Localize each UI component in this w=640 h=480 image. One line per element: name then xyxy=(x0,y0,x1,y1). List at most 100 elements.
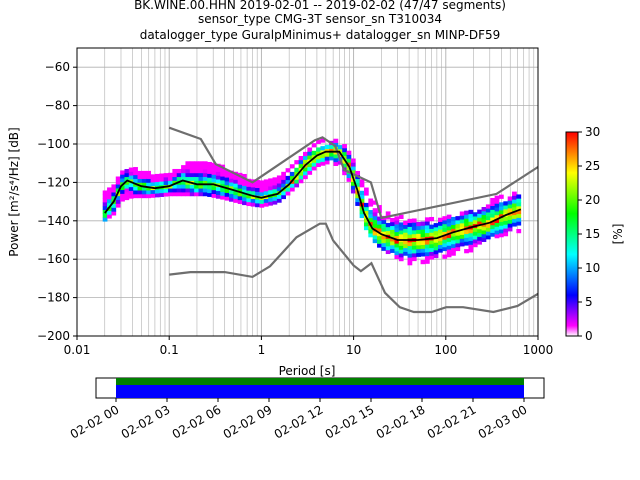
density-cell xyxy=(211,174,217,179)
density-cell xyxy=(498,206,504,211)
y-tick-label: −140 xyxy=(37,214,70,228)
density-cell xyxy=(102,217,108,222)
density-cell xyxy=(194,172,199,178)
density-cell xyxy=(242,181,247,186)
density-cell xyxy=(429,240,435,245)
density-cell xyxy=(433,238,439,243)
density-cell xyxy=(494,218,500,223)
density-cell xyxy=(411,249,417,254)
density-cell xyxy=(268,178,273,183)
density-cell xyxy=(215,190,221,195)
density-cell xyxy=(246,190,252,195)
density-cell xyxy=(446,241,452,246)
density-cell xyxy=(381,235,387,240)
y-tick-label: −60 xyxy=(45,60,70,74)
density-cell xyxy=(498,229,504,234)
density-cell xyxy=(407,249,413,254)
density-cell xyxy=(424,240,430,245)
density-cell xyxy=(237,199,243,204)
density-cell xyxy=(494,211,500,216)
density-cell xyxy=(115,195,121,200)
density-cell xyxy=(477,240,482,245)
colorbar-tick-label: 0 xyxy=(585,329,593,343)
density-cell xyxy=(446,233,452,239)
density-cell xyxy=(307,147,313,152)
density-cell xyxy=(503,220,509,225)
density-cell xyxy=(455,242,461,248)
density-cell xyxy=(259,203,265,208)
density-cell xyxy=(298,159,304,165)
density-cell xyxy=(198,176,204,181)
density-cell xyxy=(168,176,173,181)
density-cell xyxy=(429,255,435,260)
density-cell xyxy=(268,182,273,187)
density-cell xyxy=(194,165,199,170)
density-cell xyxy=(311,143,317,148)
density-cell xyxy=(255,179,260,185)
density-cell xyxy=(464,229,469,235)
density-cell xyxy=(228,174,234,179)
density-cell xyxy=(163,173,169,178)
density-cell xyxy=(494,222,500,227)
density-cell xyxy=(498,213,504,219)
density-cell xyxy=(438,221,443,226)
density-cell xyxy=(368,225,374,230)
density-cell xyxy=(468,229,474,234)
density-cell xyxy=(464,210,469,215)
density-cell xyxy=(224,181,230,186)
density-cell xyxy=(355,182,361,187)
density-cell xyxy=(224,188,230,193)
density-cell xyxy=(350,189,356,194)
density-cell xyxy=(429,243,435,249)
density-cell xyxy=(154,173,160,179)
y-tick-label: −100 xyxy=(37,137,70,151)
density-cell xyxy=(307,170,313,175)
density-cell xyxy=(316,151,321,156)
density-cell xyxy=(133,193,138,199)
density-cell xyxy=(146,174,151,179)
density-cell xyxy=(268,186,273,191)
density-cell xyxy=(442,216,448,221)
density-cell xyxy=(133,190,138,195)
density-cell xyxy=(150,178,156,183)
density-cell xyxy=(285,187,291,192)
density-cell xyxy=(468,236,474,241)
density-cell xyxy=(146,190,151,195)
density-cell xyxy=(289,164,295,169)
density-cell xyxy=(372,219,378,224)
colorbar-ticks: 0 5 10 15 20 25 30 xyxy=(578,125,600,343)
density-cell xyxy=(398,222,404,227)
density-cell xyxy=(355,178,361,183)
density-cell xyxy=(377,224,382,229)
density-cell xyxy=(181,165,186,170)
density-cell xyxy=(281,179,286,184)
density-cell xyxy=(498,217,504,222)
x-tick-label: 100 xyxy=(434,343,457,357)
density-cell xyxy=(363,218,369,223)
y-axis-label: Power [m²/s⁴/Hz] [dB] xyxy=(7,127,21,256)
coverage-tick-label: 02-02 06 xyxy=(170,402,224,441)
density-cell xyxy=(385,222,391,228)
density-cell xyxy=(342,170,347,176)
density-cell xyxy=(146,182,151,187)
density-cell xyxy=(346,177,352,182)
density-cell xyxy=(220,180,226,185)
density-cell xyxy=(490,209,496,214)
density-cell xyxy=(372,223,378,228)
density-cell xyxy=(250,198,256,203)
density-cell xyxy=(477,217,482,222)
coverage-tick-label: 02-02 12 xyxy=(272,402,326,441)
density-cell xyxy=(250,183,256,188)
density-cell xyxy=(490,197,496,203)
density-cell xyxy=(320,146,326,151)
density-cell xyxy=(407,241,413,247)
density-cell xyxy=(385,230,391,235)
density-cell xyxy=(298,171,304,176)
density-cell xyxy=(485,231,491,236)
density-cell xyxy=(115,176,121,181)
density-cell xyxy=(494,207,500,212)
density-cell xyxy=(207,169,212,174)
density-cell xyxy=(233,198,239,203)
coverage-bar xyxy=(116,385,524,398)
density-cell xyxy=(303,159,308,164)
